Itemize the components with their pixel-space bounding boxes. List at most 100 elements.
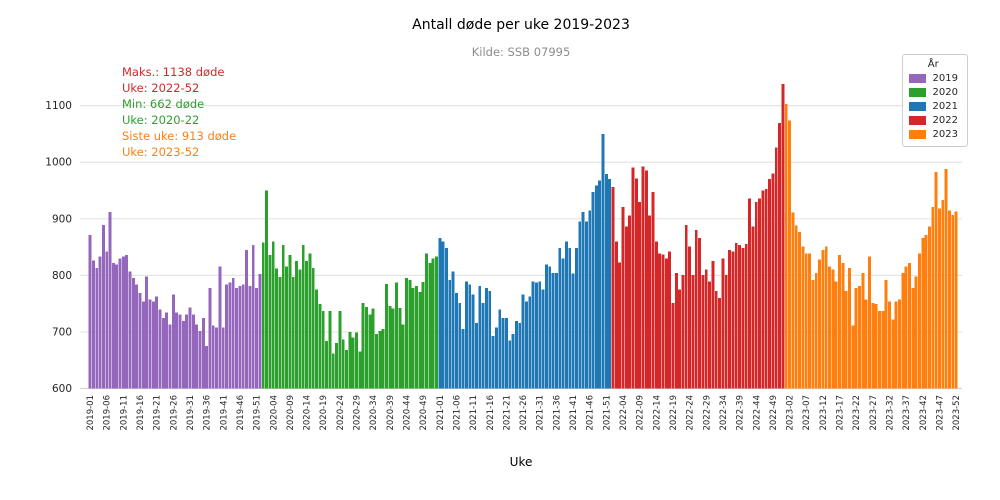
bar-2023-40: [914, 276, 918, 389]
bar-2019-25: [168, 324, 172, 389]
bar-2021-39: [564, 241, 568, 389]
x-tick-label-2020-39: 2020-39: [386, 395, 396, 431]
bar-2023-26: [868, 256, 871, 389]
bar-2019-41: [221, 327, 225, 389]
x-tick-label-2023-17: 2023-17: [836, 395, 846, 431]
bar-2023-01: [784, 103, 788, 389]
bar-2023-38: [908, 262, 911, 389]
bar-2019-20: [151, 301, 155, 389]
bar-2023-24: [861, 273, 865, 389]
bar-2021-49: [598, 180, 602, 389]
bar-2023-13: [824, 246, 828, 389]
x-tick-label-2021-01: 2021-01: [436, 395, 446, 431]
bar-2019-44: [231, 278, 235, 389]
legend-swatch: [908, 88, 926, 97]
annotation-last-value: Siste uke: 913 døde: [122, 129, 237, 143]
bar-2020-45: [408, 279, 412, 389]
annotation-min-value: Min: 662 døde: [122, 97, 205, 111]
x-tick-label-2019-16: 2019-16: [136, 395, 146, 431]
bar-2021-43: [578, 221, 582, 389]
bar-2019-27: [175, 312, 179, 389]
x-tick-label-2022-39: 2022-39: [736, 395, 746, 431]
bar-2019-13: [128, 271, 132, 389]
bar-2021-18: [494, 327, 498, 389]
bar-2020-44: [405, 278, 408, 389]
bar-2021-08: [461, 329, 465, 389]
bar-2020-18: [318, 304, 322, 389]
annotation-min-week: Uke: 2020-22: [122, 113, 200, 127]
bar-2021-50: [601, 133, 605, 389]
x-tick-label-2020-29: 2020-29: [353, 395, 363, 431]
bar-2022-37: [731, 251, 735, 389]
bar-2021-31: [538, 281, 542, 389]
bar-2020-30: [358, 351, 362, 389]
bar-2019-03: [95, 268, 99, 389]
bar-2022-27: [698, 238, 702, 389]
bar-2022-24: [688, 246, 692, 389]
bar-2020-22: [331, 353, 335, 389]
bar-2019-07: [108, 212, 112, 389]
bar-2021-16: [488, 291, 492, 389]
bar-2021-33: [544, 264, 548, 389]
bar-2022-25: [691, 274, 695, 389]
bar-2020-06: [278, 277, 282, 389]
bar-2022-14: [654, 241, 658, 389]
bar-2022-04: [621, 206, 625, 389]
x-tick-label-2022-04: 2022-04: [619, 395, 629, 431]
bar-2022-08: [634, 178, 638, 389]
bar-2022-12: [648, 215, 652, 389]
bar-2019-17: [141, 301, 145, 389]
bar-2023-07: [804, 253, 808, 389]
bar-2022-52: [781, 84, 785, 389]
x-tick-label-2022-49: 2022-49: [769, 395, 779, 431]
bar-2019-01: [88, 235, 92, 389]
bar-2022-50: [774, 147, 778, 389]
bar-2021-38: [561, 258, 565, 389]
bar-2021-28: [528, 296, 532, 389]
bar-2023-21: [851, 325, 855, 389]
legend-item-label: 2021: [932, 101, 958, 112]
bar-2020-29: [355, 332, 358, 389]
x-tick-label-2019-36: 2019-36: [203, 395, 213, 431]
bar-2021-23: [511, 334, 515, 389]
bar-2020-14: [305, 261, 309, 389]
bar-2023-50: [947, 210, 951, 389]
bar-2021-20: [501, 317, 505, 389]
x-tick-label-2019-46: 2019-46: [236, 395, 246, 431]
bar-2022-26: [694, 230, 698, 389]
bar-2023-11: [818, 259, 821, 389]
bar-2021-02: [441, 241, 445, 389]
bar-2023-12: [821, 249, 825, 389]
bar-2023-10: [814, 273, 818, 389]
x-tick-label-2023-22: 2023-22: [852, 395, 862, 431]
bar-2019-05: [101, 225, 105, 389]
bar-2019-04: [98, 256, 102, 389]
bar-2020-37: [381, 329, 385, 389]
x-tick-label-2021-36: 2021-36: [552, 395, 562, 431]
bar-2019-09: [115, 264, 119, 389]
bar-2023-41: [918, 253, 921, 389]
bar-2021-29: [531, 281, 535, 389]
x-tick-label-2022-29: 2022-29: [702, 395, 712, 431]
x-tick-label-2023-07: 2023-07: [802, 395, 812, 431]
bar-2022-11: [644, 170, 648, 389]
y-tick-label-600: 600: [52, 383, 72, 395]
y-tick-label-900: 900: [52, 213, 72, 225]
bar-2023-02: [788, 120, 792, 389]
bar-2020-12: [298, 269, 302, 389]
bar-2019-38: [211, 325, 215, 389]
bar-2019-52: [258, 274, 262, 389]
bar-2021-40: [568, 248, 572, 389]
bar-2022-48: [768, 179, 772, 389]
bar-2019-06: [105, 251, 109, 389]
bar-2019-02: [91, 260, 95, 389]
x-tick-label-2023-02: 2023-02: [786, 395, 796, 431]
legend-swatch: [908, 74, 926, 83]
bar-2023-14: [828, 266, 831, 389]
bar-2020-01: [261, 242, 265, 389]
bar-2019-42: [225, 284, 229, 389]
bar-2019-39: [215, 327, 219, 389]
x-tick-label-2023-37: 2023-37: [902, 395, 912, 431]
bar-2021-19: [498, 309, 502, 389]
